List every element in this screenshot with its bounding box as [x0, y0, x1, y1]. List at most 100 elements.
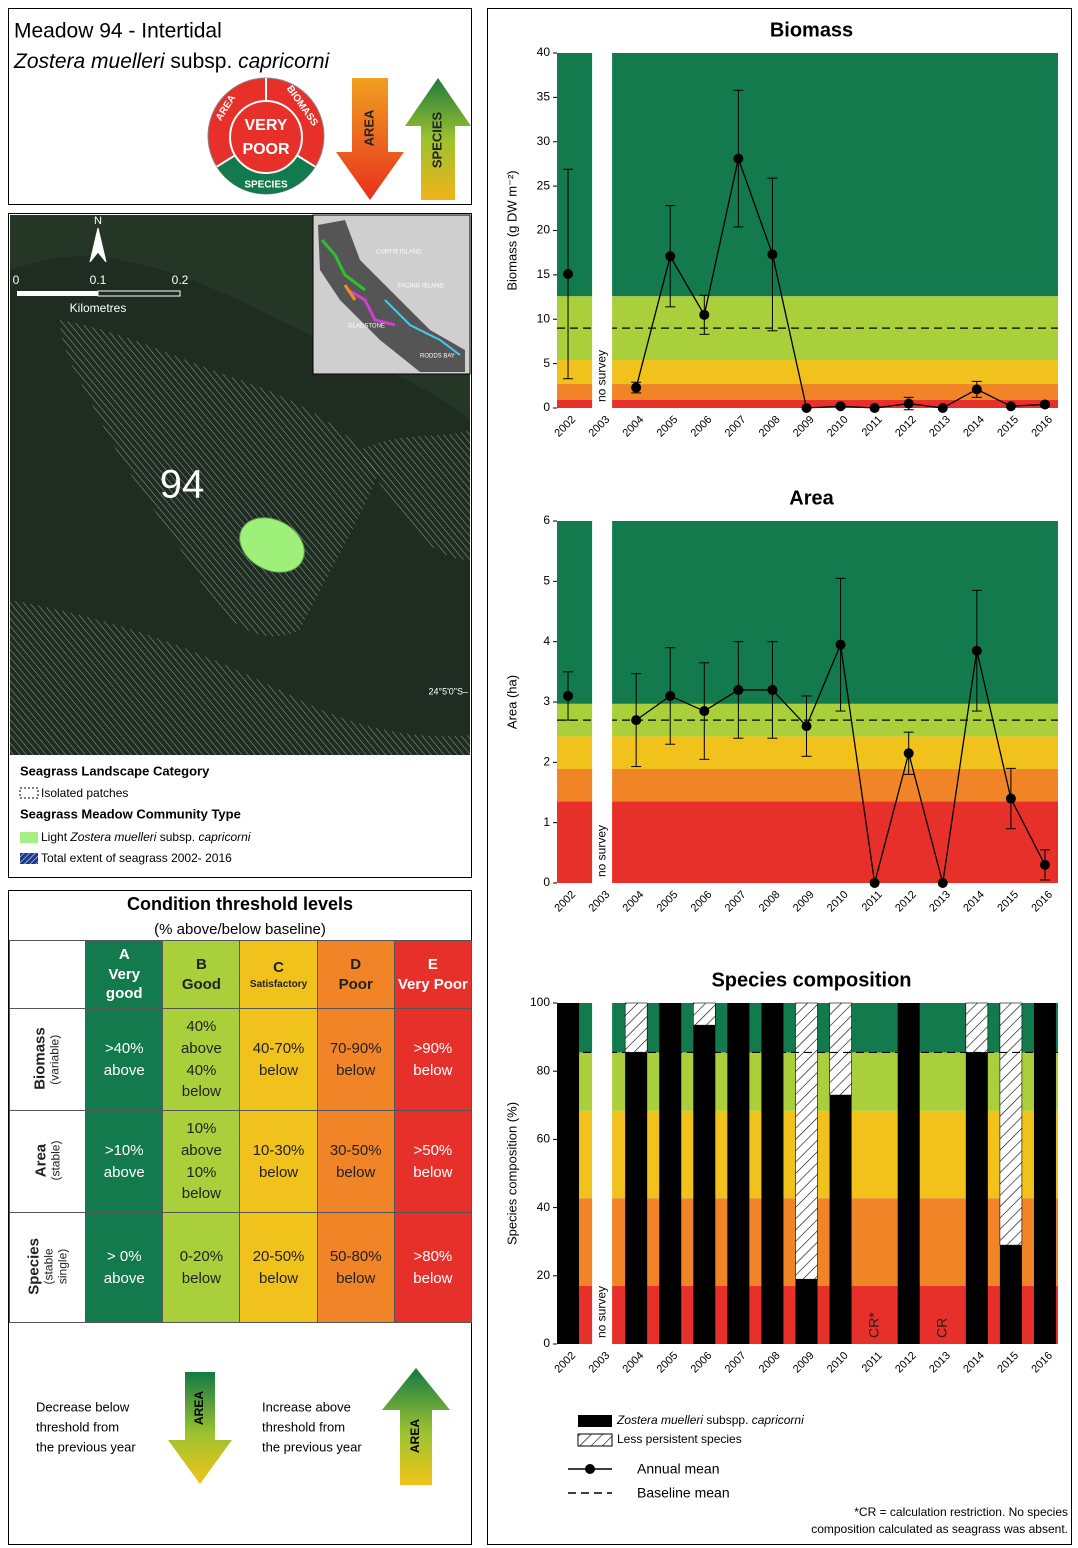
scale-label: 0: [13, 273, 20, 287]
y-tick-label: 0: [543, 1336, 550, 1350]
threshold-table: AVery goodBGoodCSatisfactoryDPoorEVery P…: [9, 940, 472, 1323]
bar-segment: [761, 1003, 783, 1344]
no-survey-label: no survey: [594, 825, 608, 877]
y-tick-label: 30: [537, 134, 551, 148]
data-point: [972, 646, 982, 656]
badge-inner: [230, 101, 302, 173]
y-tick-label: 0: [543, 400, 550, 414]
bar-segment: [693, 1003, 715, 1025]
inset-label: RODDS BAY: [420, 354, 455, 360]
grade-name: Very Poor: [397, 975, 469, 995]
threshold-cell: >80% below: [394, 1213, 471, 1323]
note-label: CR*: [865, 1312, 881, 1338]
y-tick-label: 60: [537, 1132, 551, 1146]
condition-zone: [557, 360, 1058, 384]
subtitle-part: capricorni: [238, 50, 330, 73]
scale-label: 0.2: [172, 273, 189, 287]
page: Meadow 94 - Intertidal Zostera muelleri …: [0, 0, 1078, 1548]
badge-label: SPECIES: [244, 180, 288, 191]
chart-title: Biomass: [770, 19, 853, 41]
legend-text: Total extent of seagrass 2002- 2016: [41, 851, 232, 865]
y-tick-label: 6: [543, 513, 550, 527]
grade-name: Poor: [320, 975, 392, 995]
legend-text: Annual mean: [637, 1461, 720, 1477]
data-point: [767, 249, 777, 259]
y-axis-title: Species composition (%): [504, 1102, 519, 1245]
threshold-cell: >10% above: [86, 1111, 163, 1213]
rating-badge: VERY POOR AREA BIOMASS SPECIES: [208, 78, 324, 194]
rating: POOR: [242, 141, 290, 158]
table-title: Condition threshold levels: [127, 894, 353, 914]
row-label: Species(stable single): [25, 1236, 70, 1296]
bar-segment: [898, 1003, 920, 1344]
scale-unit: Kilometres: [70, 301, 127, 315]
grade-name: Very good: [88, 965, 160, 1004]
data-point: [904, 399, 914, 409]
y-tick-label: 0: [543, 875, 550, 889]
row-label: Area(stable): [32, 1130, 63, 1190]
data-point: [1006, 794, 1016, 804]
no-survey-label: no survey: [594, 1286, 608, 1338]
y-tick-label: 20: [537, 1268, 551, 1282]
threshold-cell: 20-50% below: [240, 1213, 317, 1323]
y-tick-label: 10: [537, 311, 551, 325]
scale-label: 0.1: [90, 273, 107, 287]
grade-letter: C: [242, 958, 314, 978]
row-header: Biomass(variable): [10, 1009, 86, 1111]
data-point: [870, 878, 880, 888]
inset-label: FACING ISLAND: [398, 284, 444, 290]
legend-swatch: [20, 788, 38, 798]
legend-part: Zostera muelleri: [69, 830, 156, 844]
row-header: Species(stable single): [10, 1213, 86, 1323]
arrow-caption: threshold from: [262, 1419, 345, 1434]
threshold-cell: >40% above: [86, 1009, 163, 1111]
y-tick-label: 2: [543, 755, 550, 769]
threshold-cell: 0-20% below: [163, 1213, 240, 1323]
row-label: Biomass(variable): [32, 1027, 63, 1090]
threshold-cell: 50-80% below: [317, 1213, 394, 1323]
data-point: [904, 748, 914, 758]
legend-swatch: [20, 853, 38, 864]
y-tick-label: 80: [537, 1063, 551, 1077]
data-point: [1040, 860, 1050, 870]
threshold-row: Biomass(variable)>40% above40% above 40%…: [10, 1009, 472, 1111]
threshold-cell: > 0% above: [86, 1213, 163, 1323]
note-label: CR: [933, 1318, 949, 1338]
condition-zone: [557, 736, 1058, 769]
legend-part: subsp.: [160, 830, 195, 844]
legend-part: Zostera muelleri: [616, 1413, 703, 1427]
legend-part: capricorni: [752, 1413, 804, 1427]
legend-text: Isolated patches: [41, 786, 128, 800]
y-tick-label: 4: [543, 634, 550, 648]
row-note: (variable): [49, 1029, 63, 1089]
title: Meadow 94 - Intertidal: [14, 20, 222, 43]
legend-part: Light: [41, 830, 68, 844]
north-label: N: [94, 215, 102, 227]
grade-name: Good: [165, 975, 237, 995]
condition-zone: [557, 769, 1058, 802]
arrow-caption: Decrease below: [36, 1399, 130, 1414]
table-subtitle: (% above/below baseline): [154, 921, 326, 938]
bar-segment: [830, 1003, 852, 1095]
legend-swatch: [20, 832, 38, 843]
legend-swatch: [578, 1415, 612, 1427]
bar-segment: [830, 1095, 852, 1344]
legend-part: capricorni: [198, 830, 250, 844]
rating: VERY: [245, 117, 288, 134]
legend-part: subspp.: [706, 1413, 748, 1427]
arrow-caption: the previous year: [262, 1439, 362, 1454]
legend-swatch: [578, 1434, 612, 1446]
bar-segment: [796, 1003, 818, 1279]
grade-letter: E: [397, 955, 469, 975]
bar-segment: [1000, 1003, 1022, 1245]
threshold-cell: 30-50% below: [317, 1111, 394, 1213]
data-point: [1040, 399, 1050, 409]
condition-zone: [557, 802, 1058, 883]
corner-cell: [10, 941, 86, 1009]
y-tick-label: 100: [530, 995, 550, 1009]
legend-text: Baseline mean: [637, 1485, 730, 1501]
